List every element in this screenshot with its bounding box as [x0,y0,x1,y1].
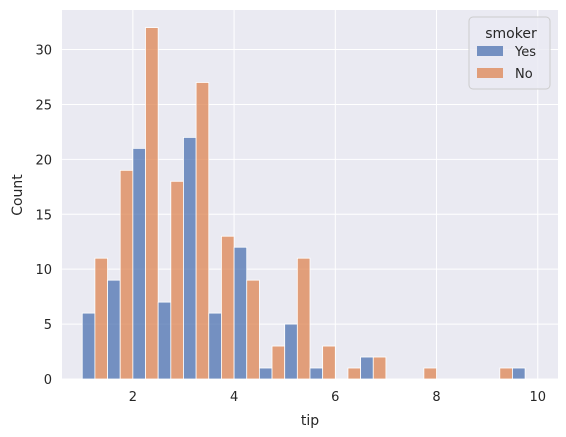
bar-no-bin-0 [94,257,108,380]
bar-yes-bin-8 [284,323,298,380]
x-tick-labels: 2 4 6 8 10 [129,390,546,405]
bar-yes-bin-1 [107,279,121,380]
bar-no-bin-3 [170,180,184,380]
bar-yes-bin-5 [208,312,222,380]
x-tick-label: 8 [432,390,440,405]
bar-yes-bin-2 [132,147,146,380]
y-tick-label: 5 [44,318,52,333]
legend-swatch-no [477,68,503,78]
bar-yes-bin-7 [258,367,273,380]
bar-no-bin-7 [271,345,286,380]
y-tick-label: 20 [35,153,52,168]
bar-no-bin-2 [145,27,159,380]
legend-label-no: No [515,67,533,82]
legend-title: smoker [485,26,537,42]
legend-swatch-yes [477,46,503,56]
bar-yes-bin-11 [360,356,374,380]
bar-yes-bin-6 [233,246,248,380]
y-tick-labels: 0 5 10 15 20 25 30 [35,44,52,388]
y-tick-label: 30 [35,44,52,59]
x-tick-label: 10 [529,390,546,405]
bar-no-bin-4 [195,82,210,380]
bar-yes-bin-3 [157,301,172,380]
bar-yes-bin-4 [183,136,197,380]
y-tick-label: 25 [35,98,52,113]
bar-no-bin-13 [423,367,437,380]
x-axis-label: tip [301,413,319,429]
bar-no-bin-16 [499,367,513,380]
x-tick-label: 4 [230,390,238,405]
bar-no-bin-10 [347,367,362,380]
bar-yes-bin-9 [309,367,324,380]
bar-yes-bin-0 [81,312,96,380]
x-tick-label: 2 [129,390,137,405]
bar-yes-bin-17 [512,367,526,380]
y-tick-label: 10 [35,263,52,278]
bar-no-bin-9 [322,345,336,380]
bar-no-bin-11 [372,356,387,380]
x-tick-label: 6 [331,390,339,405]
bar-no-bin-8 [296,257,311,380]
y-tick-label: 0 [44,373,52,388]
bar-no-bin-1 [119,169,134,380]
histogram-bars [81,27,526,380]
bar-no-bin-5 [221,235,235,380]
bar-no-bin-6 [246,279,260,380]
legend-label-yes: Yes [514,45,536,60]
y-tick-label: 15 [35,208,52,223]
legend: smoker Yes No [468,16,551,90]
y-axis-label: Count [10,174,26,216]
